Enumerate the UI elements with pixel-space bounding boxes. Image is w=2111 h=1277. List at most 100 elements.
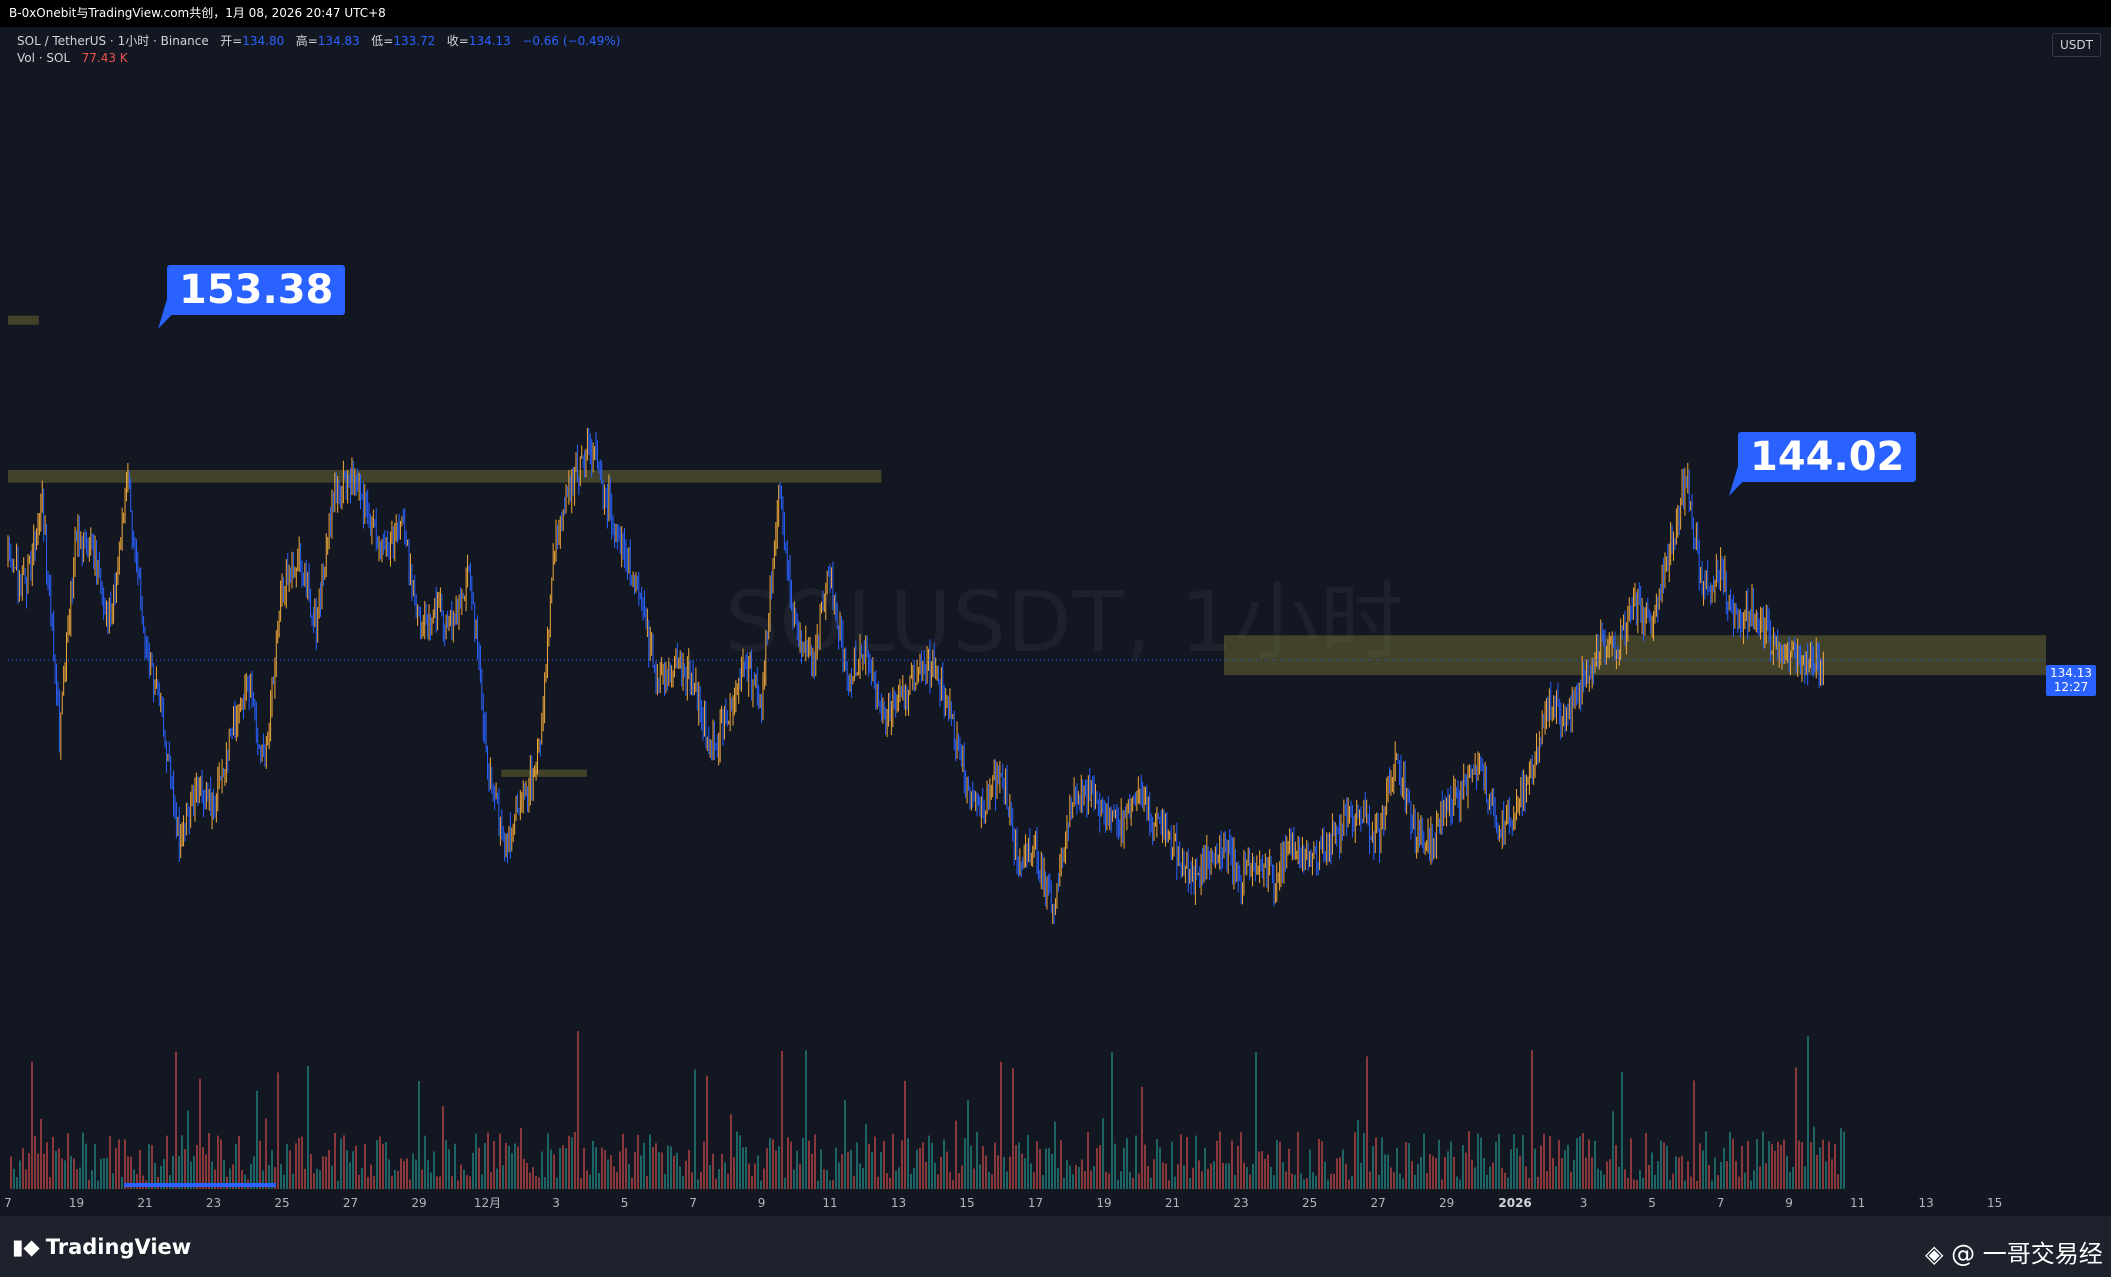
volume-bar bbox=[1813, 1126, 1815, 1189]
volume-bar bbox=[1348, 1179, 1350, 1189]
volume-bar bbox=[178, 1156, 180, 1189]
volume-bar bbox=[1045, 1148, 1047, 1189]
volume-bar bbox=[1276, 1140, 1278, 1189]
volume-bar bbox=[1189, 1178, 1191, 1189]
volume-bar bbox=[1537, 1176, 1539, 1189]
volume-bar bbox=[592, 1140, 594, 1189]
x-tick-label: 25 bbox=[274, 1196, 289, 1210]
volume-bar bbox=[1450, 1141, 1452, 1189]
volume-bar bbox=[835, 1147, 837, 1189]
x-tick-label: 29 bbox=[1439, 1196, 1454, 1210]
volume-bar bbox=[1150, 1177, 1152, 1189]
legend-change-value: −0.66 (−0.49%) bbox=[522, 34, 621, 48]
currency-chip[interactable]: USDT bbox=[2052, 33, 2101, 57]
volume-bar bbox=[13, 1168, 15, 1189]
volume-bar bbox=[184, 1149, 186, 1189]
tradingview-logo[interactable]: ▮◆ TradingView bbox=[12, 1235, 191, 1259]
volume-bar bbox=[1357, 1120, 1359, 1189]
volume-bar bbox=[85, 1143, 87, 1189]
volume-bar bbox=[1318, 1138, 1320, 1189]
volume-bar bbox=[1594, 1140, 1596, 1189]
volume-bar bbox=[427, 1160, 429, 1189]
volume-bar bbox=[325, 1156, 327, 1189]
volume-bar bbox=[1501, 1167, 1503, 1189]
volume-bar bbox=[1840, 1128, 1842, 1189]
volume-bar bbox=[208, 1133, 210, 1189]
volume-bar bbox=[844, 1100, 846, 1189]
volume-bar bbox=[1831, 1159, 1833, 1189]
volume-bar bbox=[796, 1150, 798, 1189]
volume-bar bbox=[1111, 1052, 1113, 1189]
x-tick-label: 21 bbox=[1165, 1196, 1180, 1210]
x-tick-label: 13 bbox=[891, 1196, 906, 1210]
volume-bar bbox=[550, 1149, 552, 1189]
volume-bar bbox=[1141, 1086, 1143, 1189]
volume-bar bbox=[1657, 1161, 1659, 1189]
legend-ohlc-row: SOL / TetherUS · 1小时 · Binance 开=134.80 … bbox=[17, 33, 620, 50]
volume-bar bbox=[322, 1156, 324, 1189]
price-scale[interactable] bbox=[2046, 27, 2111, 1189]
volume-bar bbox=[1366, 1056, 1368, 1189]
chart-title-bar: B-0xOnebit与TradingView.com共创，1月 08, 2026… bbox=[0, 0, 2111, 27]
volume-bar bbox=[1762, 1131, 1764, 1189]
volume-bar bbox=[241, 1169, 243, 1189]
volume-bar bbox=[1069, 1165, 1071, 1189]
volume-bar bbox=[1789, 1171, 1791, 1189]
volume-bar bbox=[1747, 1141, 1749, 1189]
volume-bar bbox=[718, 1168, 720, 1189]
legend-symbol[interactable]: SOL / TetherUS · 1小时 · Binance bbox=[17, 34, 209, 48]
volume-bar bbox=[676, 1152, 678, 1189]
legend-close-value: 134.13 bbox=[468, 34, 511, 48]
volume-bar bbox=[1261, 1151, 1263, 1189]
volume-bar bbox=[1237, 1145, 1239, 1189]
volume-bar bbox=[1714, 1157, 1716, 1189]
volume-bar bbox=[64, 1160, 66, 1189]
volume-bar bbox=[1030, 1163, 1032, 1189]
volume-bar bbox=[1009, 1156, 1011, 1189]
volume-bar bbox=[823, 1169, 825, 1189]
volume-bar bbox=[22, 1148, 24, 1189]
price-callout-153[interactable]: 153.38 bbox=[167, 265, 346, 315]
volume-bar bbox=[1816, 1154, 1818, 1189]
volume-bar bbox=[1201, 1171, 1203, 1189]
volume-bar bbox=[58, 1148, 60, 1189]
volume-bar bbox=[109, 1136, 111, 1189]
volume-bar bbox=[1609, 1159, 1611, 1189]
volume-bar bbox=[1435, 1158, 1437, 1189]
volume-bar bbox=[205, 1154, 207, 1189]
volume-bar bbox=[1285, 1171, 1287, 1189]
volume-bar bbox=[1576, 1138, 1578, 1189]
volume-bar bbox=[1060, 1140, 1062, 1189]
volume-bar bbox=[1048, 1148, 1050, 1189]
volume-bar bbox=[124, 1139, 126, 1189]
volume-bar bbox=[886, 1173, 888, 1189]
volume-bar bbox=[127, 1156, 129, 1189]
volume-bar bbox=[967, 1100, 969, 1189]
volume-bar bbox=[1468, 1131, 1470, 1189]
time-scale[interactable] bbox=[8, 1189, 2046, 1216]
volume-bar bbox=[484, 1143, 486, 1189]
volume-bar bbox=[1231, 1140, 1233, 1189]
volume-bar bbox=[1534, 1148, 1536, 1189]
volume-bar bbox=[1705, 1131, 1707, 1189]
price-callout-144[interactable]: 144.02 bbox=[1738, 432, 1917, 482]
legend-close-label: 收= bbox=[446, 34, 469, 48]
volume-bar bbox=[679, 1166, 681, 1189]
volume-bar bbox=[352, 1151, 354, 1189]
volume-bar bbox=[1783, 1139, 1785, 1189]
price-chart[interactable]: 106.00108.00110.00112.00114.00116.00118.… bbox=[0, 0, 2111, 1216]
volume-bar bbox=[1441, 1179, 1443, 1189]
volume-bar bbox=[961, 1165, 963, 1189]
volume-bar bbox=[409, 1179, 411, 1189]
volume-bar bbox=[1408, 1143, 1410, 1189]
volume-bar bbox=[1156, 1139, 1158, 1189]
volume-bar bbox=[979, 1164, 981, 1189]
volume-bar bbox=[1330, 1173, 1332, 1189]
volume-bar bbox=[1606, 1161, 1608, 1189]
volume-bar bbox=[319, 1170, 321, 1189]
volume-bar bbox=[106, 1157, 108, 1189]
chart-area[interactable] bbox=[8, 27, 2046, 1189]
legend-volume-label[interactable]: Vol · SOL bbox=[17, 51, 71, 65]
volume-bar bbox=[217, 1135, 219, 1189]
current-price-label: 134.13 12:27 bbox=[2046, 665, 2096, 696]
